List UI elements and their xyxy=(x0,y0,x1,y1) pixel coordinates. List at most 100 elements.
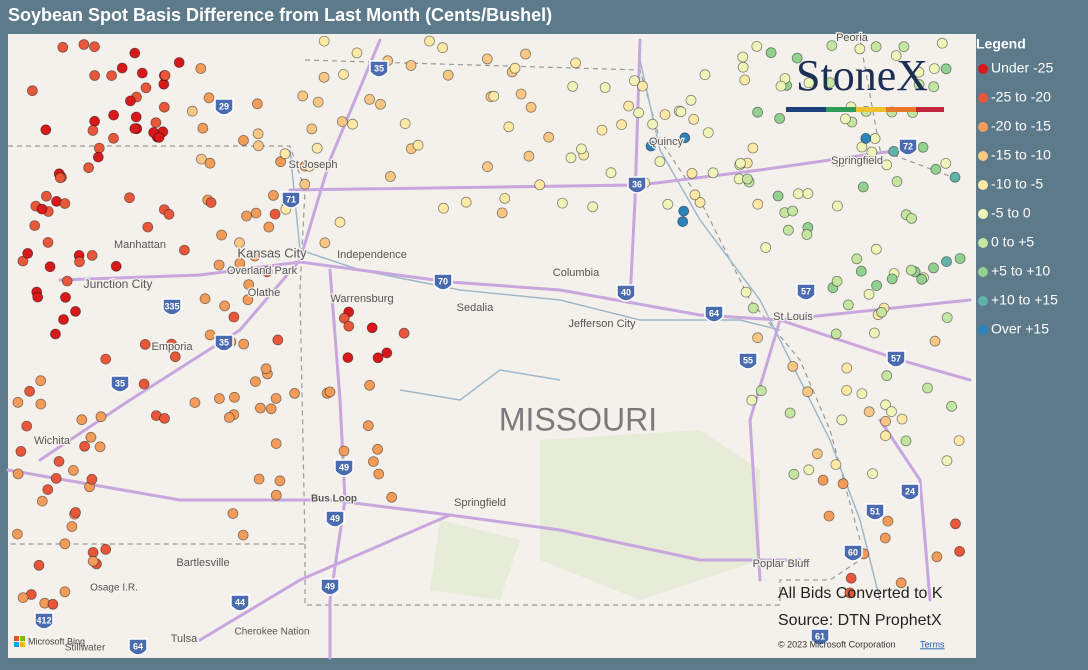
legend-item[interactable]: 0 to +5 xyxy=(978,234,1034,250)
bid-dot xyxy=(237,529,249,541)
bid-dot xyxy=(654,156,666,167)
legend-item[interactable]: +10 to +15 xyxy=(978,292,1058,308)
bid-dot xyxy=(633,107,644,119)
bid-dot xyxy=(150,117,162,128)
bid-dot xyxy=(158,101,170,113)
bid-dot xyxy=(830,328,842,340)
bid-dot xyxy=(297,90,309,102)
highway-shield: 335 xyxy=(162,298,182,316)
bid-dot xyxy=(836,414,848,426)
legend-item[interactable]: -20 to -15 xyxy=(978,118,1051,134)
bid-dot xyxy=(270,392,282,404)
bid-dot xyxy=(851,253,863,265)
bid-dot xyxy=(36,203,48,215)
bid-dot xyxy=(372,352,384,364)
shield-shape xyxy=(334,459,354,477)
legend-item[interactable]: -25 to -20 xyxy=(978,89,1051,105)
bid-dot xyxy=(29,220,41,232)
highway-shield: 36 xyxy=(627,176,647,194)
legend-item[interactable]: -15 to -10 xyxy=(978,147,1051,163)
highway-shield: 61 xyxy=(810,628,830,646)
bid-dot xyxy=(27,85,38,97)
highway-shield: 35 xyxy=(369,60,389,78)
bid-dot xyxy=(140,82,152,94)
bid-dots xyxy=(11,35,966,610)
shield-shape xyxy=(627,176,647,194)
bid-dot xyxy=(702,127,714,139)
place-label: Emporia xyxy=(152,341,194,353)
shield-shape xyxy=(320,578,340,596)
bid-dot xyxy=(940,157,952,169)
logo-bar-segment xyxy=(886,107,916,112)
legend-item[interactable]: Over +15 xyxy=(978,321,1049,337)
legend-item[interactable]: Under -25 xyxy=(978,60,1053,76)
bid-dot xyxy=(260,363,272,375)
bid-dot xyxy=(100,353,112,365)
bid-dot xyxy=(106,70,117,81)
bid-dot xyxy=(412,139,424,151)
legend-swatch xyxy=(978,64,988,74)
bid-dot xyxy=(59,586,71,598)
bid-dot xyxy=(203,92,215,104)
bid-dot xyxy=(100,544,112,555)
highway-shield: 64 xyxy=(128,638,148,656)
bid-dot xyxy=(92,151,104,163)
bid-dot xyxy=(623,100,634,112)
legend-swatch xyxy=(978,325,988,335)
bid-dot xyxy=(338,69,349,80)
bid-dot xyxy=(386,491,398,503)
bid-dot xyxy=(89,70,100,81)
bing-text: Microsoft Bing xyxy=(28,636,85,646)
bid-dot xyxy=(76,414,88,426)
legend-item[interactable]: -10 to -5 xyxy=(978,176,1043,192)
place-label: Columbia xyxy=(553,267,600,279)
place-label: Olathe xyxy=(248,287,280,299)
bid-dot xyxy=(44,261,56,273)
bid-dot xyxy=(254,402,266,414)
bid-dot xyxy=(811,448,823,460)
place-label: Peoria xyxy=(836,32,869,44)
bid-dot xyxy=(312,96,324,108)
bid-dot xyxy=(50,328,61,340)
bid-dot xyxy=(367,456,379,468)
bid-dot xyxy=(941,312,953,324)
bid-dot xyxy=(515,88,527,100)
bid-dot xyxy=(460,196,472,208)
shield-label: 49 xyxy=(330,513,340,523)
bid-dot xyxy=(803,464,815,476)
bing-square xyxy=(14,642,19,647)
terms-link[interactable]: Terms xyxy=(920,639,945,649)
bid-dot xyxy=(234,237,245,249)
bid-dot xyxy=(906,212,917,224)
bid-dot xyxy=(270,489,282,501)
bid-dot xyxy=(153,131,165,143)
place-label: Junction City xyxy=(84,277,153,291)
shield-label: 44 xyxy=(235,597,245,607)
bid-dot xyxy=(946,400,957,412)
bid-dot xyxy=(913,66,925,78)
note: Source: DTN ProphetX xyxy=(778,612,942,629)
bid-dot xyxy=(520,48,531,60)
bid-dot xyxy=(204,329,216,341)
place-label: Bartlesville xyxy=(176,557,229,569)
bid-dot xyxy=(242,294,254,306)
legend-item[interactable]: +5 to +10 xyxy=(978,263,1050,279)
bid-dot xyxy=(50,472,62,484)
map xyxy=(6,38,972,660)
highway-shield: 49 xyxy=(325,510,345,528)
place-label: Jefferson City xyxy=(568,318,636,330)
shield-label: 40 xyxy=(621,287,631,297)
legend-item[interactable]: -5 to 0 xyxy=(978,205,1031,221)
bid-dot xyxy=(740,286,752,298)
bid-dot xyxy=(364,94,376,105)
bid-dot xyxy=(802,386,813,398)
bid-dot xyxy=(802,188,814,199)
place-label: Cherokee Nation xyxy=(234,627,309,638)
bid-dot xyxy=(189,397,201,409)
bid-dot xyxy=(787,360,799,372)
highway-shield: 44 xyxy=(230,594,250,612)
bid-dot xyxy=(342,352,354,364)
bid-dot xyxy=(637,80,648,92)
bid-dot xyxy=(47,598,59,610)
bid-dot xyxy=(784,407,796,419)
